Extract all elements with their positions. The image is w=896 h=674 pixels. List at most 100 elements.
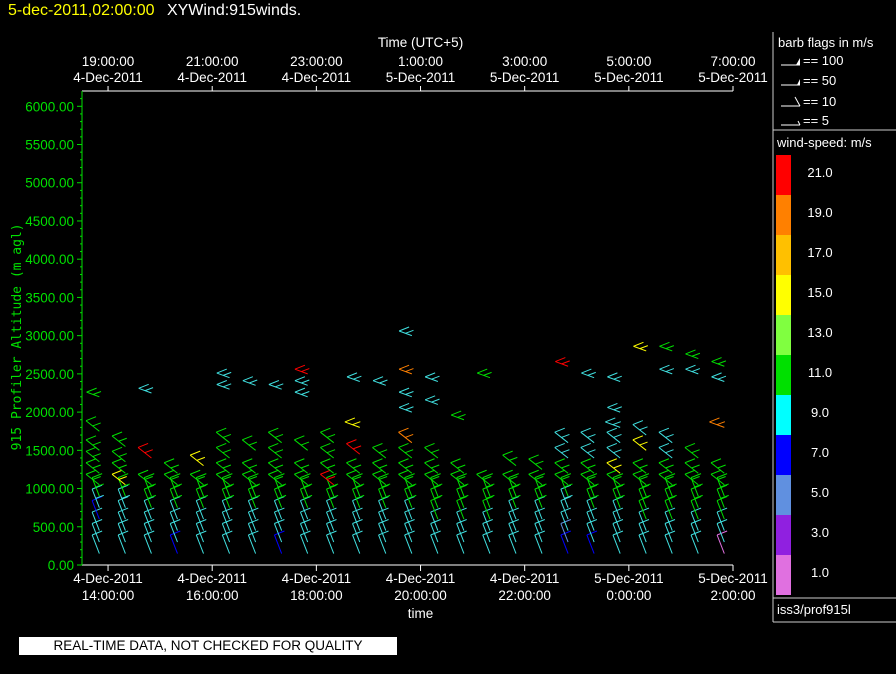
barb-flag xyxy=(554,443,565,448)
barb-flag xyxy=(668,483,677,488)
barb-flag xyxy=(607,372,618,378)
barb-staff xyxy=(169,523,178,543)
barb-flag xyxy=(274,464,284,469)
x2-axis-label: Time (UTC+5) xyxy=(378,35,463,50)
barb-flag xyxy=(173,494,183,499)
barb-flag xyxy=(716,484,728,490)
barb-flag xyxy=(508,530,519,536)
barb-flag xyxy=(372,443,383,448)
barb-legend-label: == 5 xyxy=(803,113,829,128)
x2-tick-label-date: 5-Dec-2011 xyxy=(594,70,664,85)
barb-flag xyxy=(137,443,149,448)
barb-staff xyxy=(273,500,283,520)
barb-flag xyxy=(144,507,155,513)
barb-staff xyxy=(299,500,309,520)
barb-flag xyxy=(92,476,101,480)
barb-flag xyxy=(716,519,728,524)
barb-flag xyxy=(144,519,155,524)
barb-staff xyxy=(586,500,595,520)
barb-flag xyxy=(613,449,622,454)
barb-flag xyxy=(300,441,310,446)
barb-flag xyxy=(118,453,127,458)
barb-flag xyxy=(508,496,519,502)
barb-flag xyxy=(268,443,279,448)
barb-flag xyxy=(329,494,339,499)
barb-flag xyxy=(564,483,573,488)
legend-panel: barb flags in m/s == 100 == 50 == 10 == 5 win… xyxy=(772,32,896,623)
barb-flag xyxy=(382,494,391,499)
barb-flag xyxy=(538,483,547,488)
barb-staff xyxy=(169,511,178,531)
barb-flag xyxy=(277,494,287,499)
barb-flag xyxy=(378,449,388,454)
barb-flag xyxy=(300,476,310,480)
barb-staff xyxy=(221,511,231,531)
barb-staff xyxy=(534,534,543,554)
barb-flag xyxy=(638,507,650,513)
barb-profile xyxy=(294,364,313,554)
barb-staff xyxy=(326,500,335,520)
x-tick-label-date: 4-Dec-2011 xyxy=(490,571,560,586)
color-legend-swatch xyxy=(776,155,791,195)
barb-flag xyxy=(587,433,596,438)
barb-flag xyxy=(720,494,729,499)
y-tick-label: 5000.00 xyxy=(25,176,74,191)
barb-flag xyxy=(456,530,467,536)
barb-flag xyxy=(170,507,181,513)
barb-flag xyxy=(456,484,467,490)
barb-flag xyxy=(632,435,644,441)
barb-flag xyxy=(196,507,207,513)
x2-tick-label-time: 5:00:00 xyxy=(606,54,651,69)
y-tick-label: 2000.00 xyxy=(25,405,74,420)
barb-flag xyxy=(430,530,441,536)
x2-tick-label-date: 5-Dec-2011 xyxy=(490,70,560,85)
barb-flag xyxy=(590,494,599,499)
x2-tick-label-time: 19:00:00 xyxy=(82,54,135,69)
barb-flag xyxy=(502,450,513,456)
barb-staff xyxy=(482,523,491,543)
barb-staff xyxy=(508,511,517,531)
barb-flag xyxy=(508,473,519,479)
barb-staff xyxy=(690,511,699,531)
y-tick-label: 6000.00 xyxy=(25,99,74,114)
barb-staff xyxy=(716,534,725,554)
barb-staff xyxy=(294,368,308,375)
barb-flag xyxy=(561,476,570,480)
barb-flag xyxy=(612,421,621,426)
barb-flag xyxy=(717,375,727,380)
barb-flag xyxy=(346,372,358,378)
barb-flag xyxy=(294,364,306,370)
barb-flag xyxy=(189,450,201,456)
barb-flag xyxy=(450,469,461,475)
barb-flag xyxy=(561,449,570,454)
barb-flag xyxy=(326,496,337,502)
barb-flag xyxy=(560,530,572,536)
barb-flag xyxy=(716,530,728,536)
barb-staff xyxy=(299,534,309,554)
x2-tick-label-time: 3:00:00 xyxy=(502,54,547,69)
barb-flag xyxy=(561,360,570,365)
barb-flag xyxy=(346,458,357,464)
barb-staff xyxy=(352,500,361,520)
x-tick-label-time: 18:00:00 xyxy=(290,588,343,603)
barb-flag xyxy=(398,387,410,393)
barb-flag xyxy=(404,530,415,536)
axes: 4-Dec-2011 14:00:00 4-Dec-2011 16:00:00 4-De… xyxy=(10,35,768,621)
barb-staff xyxy=(638,500,647,520)
barb-flag xyxy=(352,445,362,450)
barb-flag xyxy=(320,458,331,464)
barb-flag xyxy=(690,484,702,490)
barb-flag xyxy=(326,484,337,490)
barb-flag xyxy=(352,421,361,426)
barb-staff xyxy=(247,523,257,543)
barb-flag xyxy=(408,494,417,499)
barb-flag xyxy=(664,473,676,479)
barb-profile xyxy=(632,341,651,554)
barb-legend-symbol xyxy=(781,96,801,107)
barb-staff xyxy=(169,500,178,520)
barb-flag xyxy=(431,464,440,469)
color-legend-label: 1.0 xyxy=(811,565,829,580)
barb-flag xyxy=(580,469,591,475)
barb-flag xyxy=(638,473,650,479)
barb-flag xyxy=(222,449,232,454)
